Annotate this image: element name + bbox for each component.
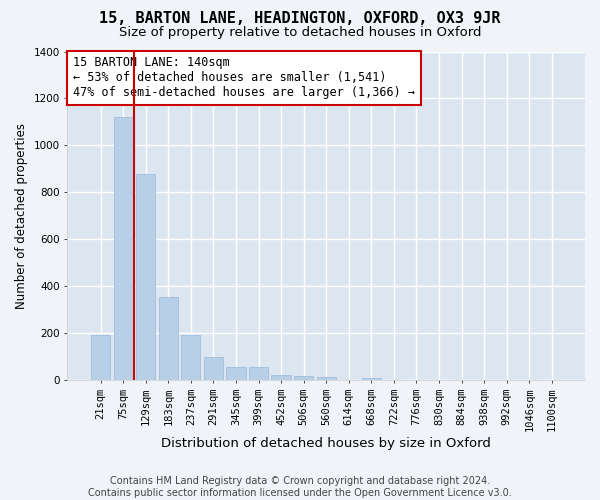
Text: Contains HM Land Registry data © Crown copyright and database right 2024.
Contai: Contains HM Land Registry data © Crown c… bbox=[88, 476, 512, 498]
Text: 15, BARTON LANE, HEADINGTON, OXFORD, OX3 9JR: 15, BARTON LANE, HEADINGTON, OXFORD, OX3… bbox=[99, 11, 501, 26]
Bar bbox=[226, 366, 245, 380]
Text: 15 BARTON LANE: 140sqm
← 53% of detached houses are smaller (1,541)
47% of semi-: 15 BARTON LANE: 140sqm ← 53% of detached… bbox=[73, 56, 415, 100]
X-axis label: Distribution of detached houses by size in Oxford: Distribution of detached houses by size … bbox=[161, 437, 491, 450]
Bar bbox=[249, 366, 268, 380]
Bar bbox=[113, 117, 133, 380]
Bar bbox=[181, 336, 200, 380]
Bar bbox=[204, 356, 223, 380]
Bar bbox=[294, 376, 313, 380]
Y-axis label: Number of detached properties: Number of detached properties bbox=[15, 123, 28, 309]
Bar bbox=[158, 296, 178, 380]
Bar bbox=[362, 378, 381, 380]
Bar bbox=[136, 174, 155, 380]
Bar bbox=[271, 375, 290, 380]
Bar bbox=[317, 377, 336, 380]
Bar bbox=[91, 336, 110, 380]
Text: Size of property relative to detached houses in Oxford: Size of property relative to detached ho… bbox=[119, 26, 481, 39]
